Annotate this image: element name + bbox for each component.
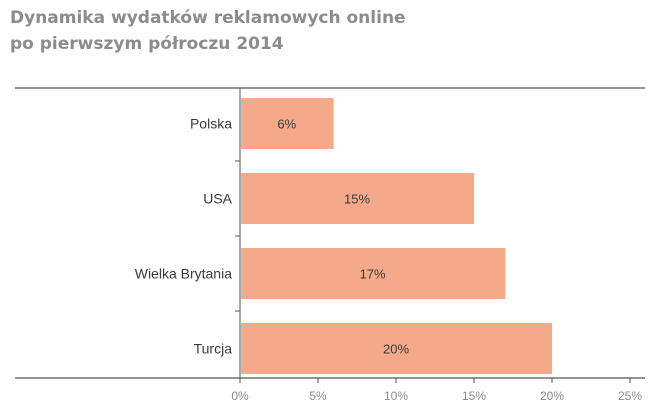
x-tick-label: 5% [309, 389, 327, 403]
category-label: USA [203, 191, 232, 207]
category-label: Wielka Brytania [135, 266, 232, 282]
x-tick-label: 15% [462, 389, 486, 403]
bar-data-label: 6% [277, 117, 296, 132]
x-tick-label: 20% [540, 389, 564, 403]
axes [15, 87, 645, 383]
bar-data-label: 20% [383, 342, 409, 357]
bar-data-label: 15% [344, 192, 370, 207]
bar-0 [241, 98, 334, 149]
category-label: Polska [190, 116, 232, 132]
chart-title-line-2: po pierwszym półroczu 2014 [10, 34, 284, 54]
x-tick-label: 0% [231, 389, 249, 403]
category-label: Turcja [194, 341, 233, 357]
x-tick-label: 10% [384, 389, 408, 403]
x-tick-label: 25% [618, 389, 642, 403]
bar-3 [241, 323, 552, 374]
chart-title-line-1: Dynamika wydatków reklamowych online [10, 8, 406, 28]
bars-layer [241, 98, 552, 374]
bar-1 [241, 173, 474, 224]
labels-layer: 6% Polska 15% USA 17% Wielka Brytania 20% Turcj… [135, 116, 643, 404]
bar-2 [241, 248, 506, 299]
bar-data-label: 17% [360, 267, 386, 282]
